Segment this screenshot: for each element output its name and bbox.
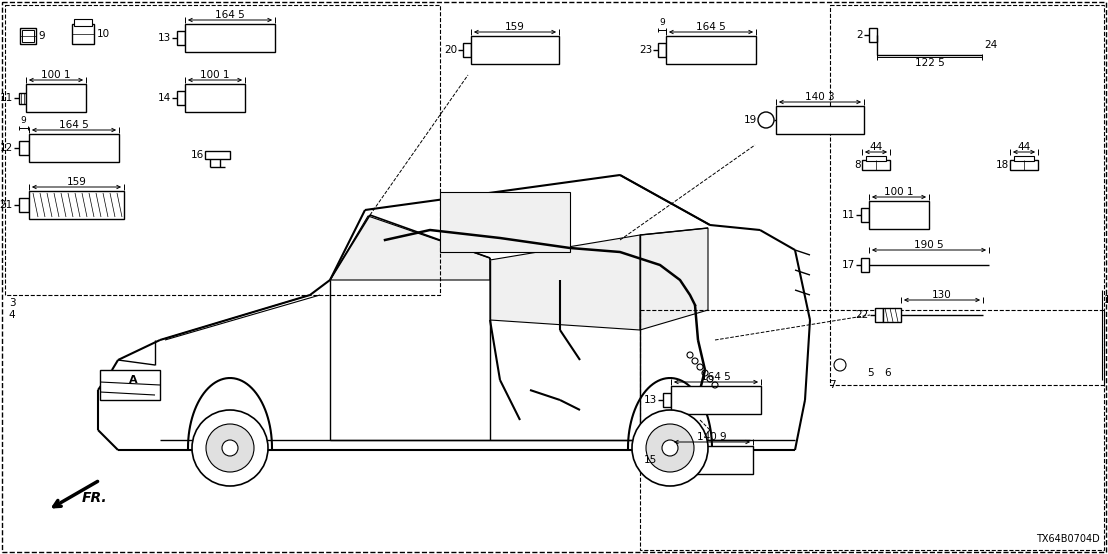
Text: 5: 5 — [866, 368, 873, 378]
Circle shape — [834, 359, 847, 371]
Text: 23: 23 — [638, 45, 652, 55]
Text: 13: 13 — [644, 395, 657, 405]
Circle shape — [661, 440, 678, 456]
Text: 13: 13 — [157, 33, 171, 43]
Bar — [869, 28, 878, 42]
Circle shape — [646, 424, 694, 472]
Text: 164 5: 164 5 — [215, 10, 245, 20]
Text: 190 5: 190 5 — [914, 240, 944, 250]
Text: 164 5: 164 5 — [59, 120, 89, 130]
Bar — [671, 386, 761, 414]
Text: 22: 22 — [855, 310, 869, 320]
Text: 14: 14 — [157, 93, 171, 103]
Bar — [29, 191, 124, 219]
Text: 140 3: 140 3 — [806, 92, 834, 102]
Bar — [440, 192, 570, 252]
Bar — [640, 310, 1104, 550]
Bar — [875, 308, 883, 322]
Text: 100 1: 100 1 — [41, 70, 71, 80]
Text: TX64B0704D: TX64B0704D — [1036, 534, 1100, 544]
Bar — [100, 370, 160, 400]
Bar — [663, 393, 671, 407]
Text: 19: 19 — [743, 115, 757, 125]
Text: 130: 130 — [932, 290, 952, 300]
Text: 140 9: 140 9 — [697, 432, 727, 442]
Text: 7: 7 — [829, 380, 835, 390]
Bar — [658, 43, 666, 57]
Text: 16: 16 — [191, 150, 204, 160]
Text: 6: 6 — [884, 368, 891, 378]
Text: 9: 9 — [38, 31, 44, 41]
Text: 4: 4 — [9, 310, 16, 320]
Bar — [663, 453, 671, 467]
Bar — [25, 84, 86, 112]
Bar — [1014, 156, 1034, 161]
Polygon shape — [490, 235, 640, 330]
Text: 44: 44 — [1017, 142, 1030, 152]
Bar — [1010, 160, 1038, 170]
Text: 18: 18 — [996, 160, 1009, 170]
Text: 8: 8 — [854, 160, 861, 170]
Text: 100 1: 100 1 — [884, 187, 914, 197]
Bar — [463, 43, 471, 57]
Text: 21: 21 — [0, 200, 13, 210]
Text: 24: 24 — [984, 40, 997, 50]
Text: 11: 11 — [0, 93, 13, 103]
Text: 2: 2 — [856, 30, 863, 40]
Bar — [776, 106, 864, 134]
Bar — [666, 36, 756, 64]
Bar — [830, 5, 1104, 385]
Text: 122 5: 122 5 — [914, 58, 944, 68]
Text: A: A — [129, 375, 137, 385]
Bar — [19, 141, 29, 155]
Bar — [471, 36, 560, 64]
Text: 3: 3 — [9, 298, 16, 308]
Bar — [883, 308, 901, 322]
Bar — [177, 31, 185, 45]
Circle shape — [222, 440, 238, 456]
Bar — [22, 30, 34, 42]
Bar — [671, 446, 753, 474]
Text: 159: 159 — [505, 22, 525, 32]
Bar — [6, 5, 440, 295]
Text: 17: 17 — [842, 260, 855, 270]
Text: 100 1: 100 1 — [201, 70, 229, 80]
Bar — [185, 24, 275, 52]
Text: 1: 1 — [1104, 295, 1108, 305]
Polygon shape — [330, 216, 490, 280]
Text: 9: 9 — [21, 116, 27, 125]
Text: 15: 15 — [644, 455, 657, 465]
Bar — [19, 93, 25, 104]
Circle shape — [758, 112, 774, 128]
Bar — [19, 198, 29, 212]
Circle shape — [192, 410, 268, 486]
Text: 10: 10 — [98, 29, 110, 39]
Bar — [861, 208, 869, 222]
Text: 9: 9 — [659, 18, 665, 27]
Text: FR.: FR. — [82, 491, 107, 505]
Bar — [20, 28, 35, 44]
Circle shape — [206, 424, 254, 472]
Bar — [862, 160, 890, 170]
Bar — [185, 84, 245, 112]
Text: 11: 11 — [842, 210, 855, 220]
Bar — [74, 19, 92, 26]
Text: 20: 20 — [444, 45, 456, 55]
Text: 164 5: 164 5 — [696, 22, 726, 32]
Circle shape — [632, 410, 708, 486]
Text: 164 5: 164 5 — [701, 372, 731, 382]
Text: 12: 12 — [0, 143, 13, 153]
Bar — [866, 156, 886, 161]
Bar — [72, 24, 94, 44]
Bar — [29, 134, 119, 162]
Text: 159: 159 — [66, 177, 86, 187]
Polygon shape — [640, 228, 708, 330]
Bar — [861, 258, 869, 272]
Bar — [205, 151, 230, 159]
Text: 44: 44 — [870, 142, 883, 152]
Bar — [869, 201, 929, 229]
Bar — [177, 91, 185, 105]
